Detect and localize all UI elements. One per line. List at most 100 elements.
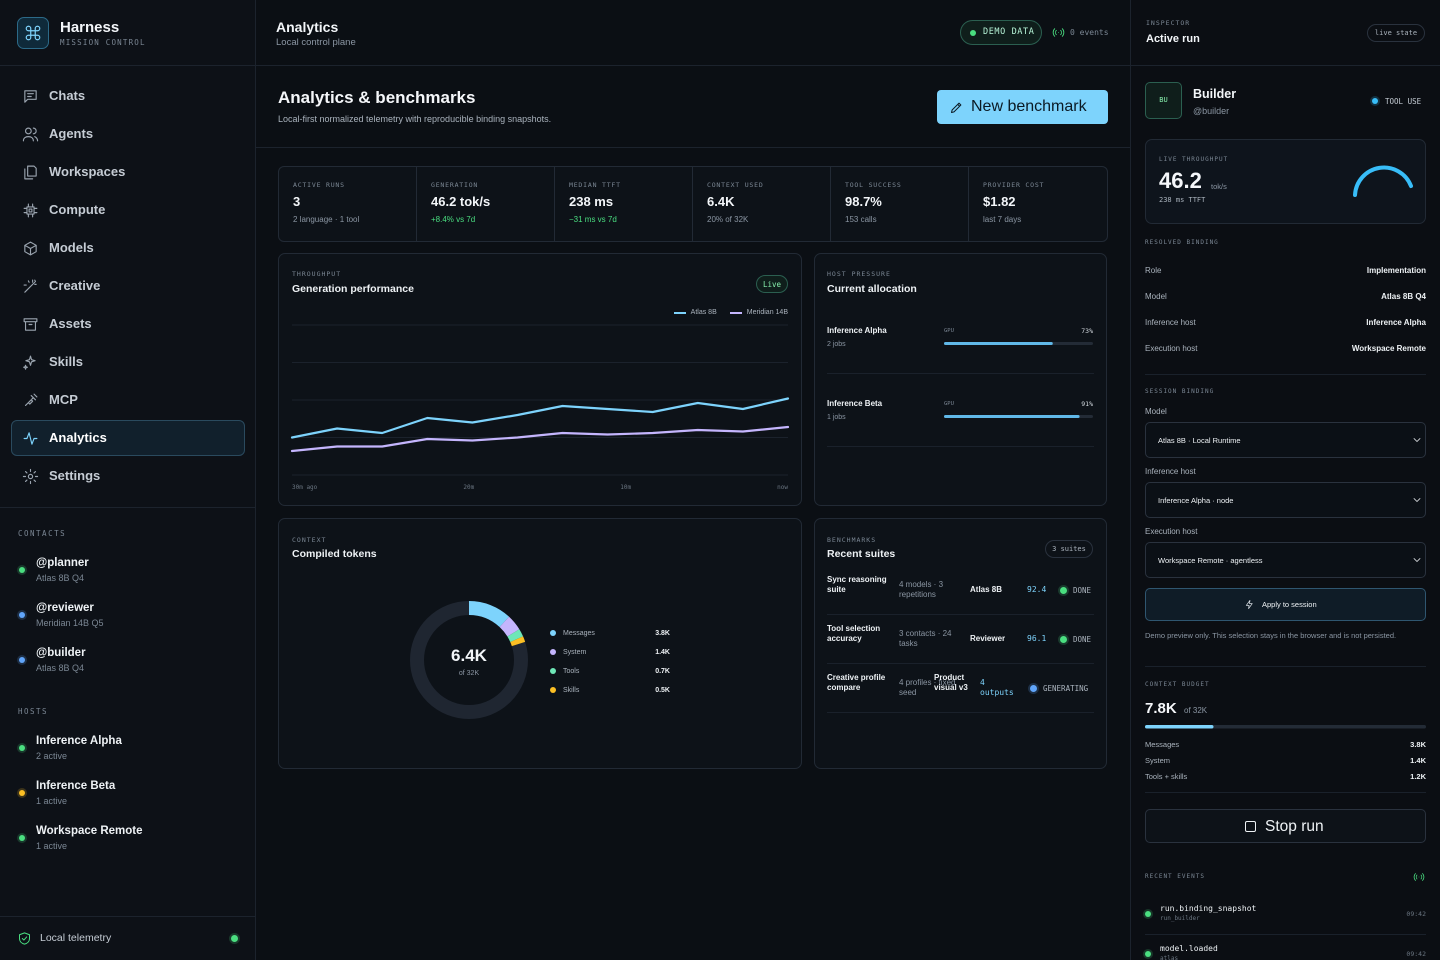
section-label: RESOLVED BINDING: [1145, 239, 1219, 246]
icon-shape: [22, 355, 36, 370]
stat-divider: [692, 167, 693, 241]
section-label: CONTEXT BUDGET: [1145, 681, 1210, 688]
x-tick-label: 30m ago: [292, 484, 318, 491]
throughput-card: [278, 253, 802, 506]
nav-label[interactable]: Settings: [49, 468, 101, 483]
apply-label[interactable]: Apply to session: [1262, 600, 1317, 609]
host-value-label: 73%: [1081, 327, 1093, 335]
icon-shape: [23, 317, 37, 331]
suite-status: DONE: [1073, 634, 1092, 644]
nav-label[interactable]: Assets: [49, 316, 92, 331]
nav-label[interactable]: Workspaces: [49, 164, 126, 179]
budget-value: 7.8K: [1145, 699, 1177, 717]
status-dot: [550, 687, 556, 693]
legend-value: 0.5K: [655, 686, 670, 694]
select[interactable]: [1145, 422, 1426, 458]
binding-key: Inference host: [1145, 318, 1196, 327]
binding-value: Inference Alpha: [1366, 318, 1426, 327]
suite-score: 4 outputs: [980, 678, 1014, 697]
stat-divider: [968, 167, 969, 241]
legend-label: Atlas 8B: [690, 309, 717, 316]
select-value[interactable]: Workspace Remote · agentless: [1158, 555, 1263, 565]
divider: [0, 65, 1440, 66]
card-label: CONTEXT: [292, 536, 327, 544]
agent-name: Builder: [1193, 87, 1237, 101]
card-title: Generation performance: [292, 282, 414, 295]
new-benchmark-button[interactable]: [937, 90, 1108, 124]
nav-label[interactable]: Agents: [49, 126, 94, 141]
nav-label[interactable]: Skills: [49, 354, 83, 369]
nav-icon: [22, 468, 38, 484]
nav-label[interactable]: Chats: [49, 88, 86, 103]
legend-value: 3.8K: [655, 629, 670, 637]
select-value[interactable]: Inference Alpha · node: [1158, 495, 1234, 505]
stat-detail: −31 ms vs 7d: [569, 215, 617, 224]
page-subtitle: Local-first normalized telemetry with re…: [278, 113, 552, 124]
nav-label[interactable]: MCP: [49, 392, 78, 407]
stop-label[interactable]: Stop run: [1265, 817, 1324, 835]
field-label: Inference host: [1145, 467, 1196, 476]
icon-shape: [23, 279, 37, 293]
hosts-name[interactable]: Inference Alpha: [36, 735, 122, 747]
host-metric: GPU: [944, 400, 954, 407]
card-label: BENCHMARKS: [827, 536, 877, 544]
topbar-title: Analytics: [276, 19, 339, 35]
apply-button[interactable]: [1145, 588, 1426, 621]
select[interactable]: [1145, 482, 1426, 518]
nav-icon: [23, 89, 37, 103]
divider: [827, 446, 1094, 447]
status-dot: [1029, 684, 1037, 692]
stop-button[interactable]: [1145, 809, 1426, 843]
icon-shape: [1413, 873, 1425, 881]
select[interactable]: [1145, 542, 1426, 578]
bolt-icon: [1245, 600, 1253, 609]
nav-label[interactable]: Creative: [49, 278, 101, 293]
x-tick-label: 10m: [620, 484, 632, 491]
field-label: Model: [1145, 407, 1167, 416]
icon-shape: [23, 241, 37, 255]
hosts-name[interactable]: Workspace Remote: [36, 825, 143, 837]
hosts-name[interactable]: Inference Beta: [36, 780, 116, 792]
budget-row-value: 1.2K: [1410, 771, 1426, 781]
status-dot: [1145, 951, 1151, 957]
legend-item: Atlas 8B: [673, 309, 717, 316]
contacts-name[interactable]: @reviewer: [36, 602, 94, 614]
legend-label: Meridian 14B: [746, 309, 788, 316]
status-dot: [19, 567, 25, 573]
contacts-name[interactable]: @planner: [36, 557, 89, 569]
nav-label[interactable]: Models: [49, 240, 94, 255]
suite-target: Product visual v3: [934, 673, 968, 692]
divider: [827, 712, 1094, 713]
stat-label: ACTIVE RUNS: [293, 181, 345, 189]
nav-label[interactable]: Compute: [49, 202, 106, 217]
sidebar: [0, 0, 256, 960]
suite-score: 92.4: [1027, 585, 1047, 594]
suite-name: Sync reasoning suite: [827, 575, 887, 594]
nav-label[interactable]: Analytics: [49, 430, 107, 445]
contacts-name[interactable]: @builder: [36, 647, 86, 659]
x-axis-labels: 30m ago 20m 10m now: [292, 484, 788, 491]
suite-detail: 4 profiles · fixed seed: [899, 678, 956, 697]
section-heading: HOSTS: [18, 706, 49, 716]
new-benchmark-label[interactable]: New benchmark: [971, 98, 1087, 115]
select-value[interactable]: Atlas 8B · Local Runtime: [1158, 435, 1241, 445]
nav-icon: [22, 127, 38, 141]
binding-value: Implementation: [1366, 266, 1426, 275]
divider: [256, 147, 1130, 148]
nav-item-active[interactable]: [11, 420, 245, 456]
page-title: Analytics & benchmarks: [278, 87, 476, 107]
legend: Atlas 8B Meridian 14B: [673, 309, 788, 316]
stat-divider: [830, 167, 831, 241]
nav-icon: [23, 203, 37, 217]
budget-row-value: 3.8K: [1410, 739, 1426, 749]
icon-shape: [1413, 438, 1421, 442]
status-dot: [1145, 911, 1151, 917]
nav-icon: [23, 165, 37, 179]
nav-icon: [22, 355, 36, 370]
stat-value: $1.82: [983, 194, 1016, 209]
host-jobs: 2 jobs: [827, 340, 846, 348]
legend-value: 0.7K: [655, 667, 670, 675]
event-detail: atlas: [1160, 955, 1179, 960]
legend-label: System: [563, 648, 587, 656]
panel-label: INSPECTOR: [1146, 19, 1191, 27]
